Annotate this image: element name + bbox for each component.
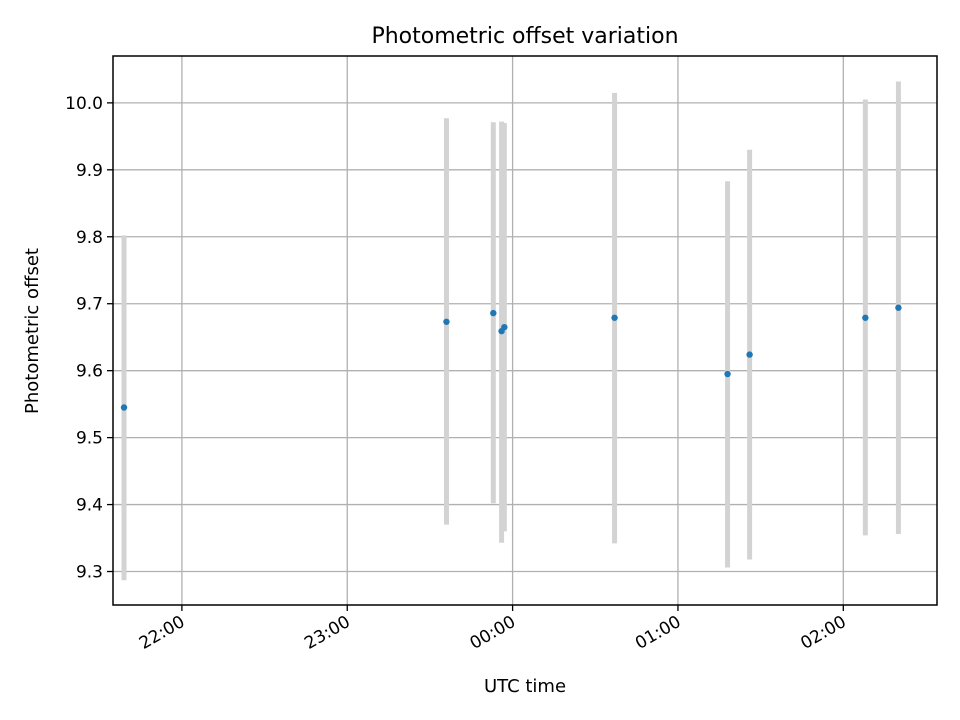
y-tick-label: 9.4 (76, 496, 103, 516)
data-point (895, 304, 902, 311)
data-point (120, 404, 128, 411)
data-point (724, 370, 731, 378)
chart-title: Photometric offset variation (371, 24, 678, 49)
y-axis-ticks: 9.3 9.4 9.5 9.6 9.7 9.8 9.9 10.0 (65, 94, 113, 583)
x-tick-label: 23:00 (301, 612, 353, 654)
data-point (490, 309, 497, 317)
x-tick-label: 00:00 (467, 612, 519, 654)
x-axis-label: UTC time (484, 676, 566, 697)
grid-layer (113, 56, 937, 605)
y-tick-label: 9.3 (76, 563, 103, 583)
y-tick-label: 9.6 (76, 362, 103, 382)
y-tick-label: 9.9 (76, 161, 103, 181)
point-layer (120, 304, 902, 411)
y-tick-label: 9.8 (76, 228, 103, 248)
error-bar-layer (121, 81, 901, 581)
data-point (862, 314, 869, 321)
data-point (746, 351, 753, 358)
x-tick-label: 02:00 (797, 612, 849, 654)
y-tick-label: 9.7 (76, 295, 103, 315)
x-tick-label: 22:00 (136, 612, 188, 654)
y-tick-label: 10.0 (65, 94, 103, 114)
data-point (501, 323, 508, 331)
data-point (443, 318, 450, 325)
x-axis-ticks: 22:00 23:00 00:00 01:00 02:00 (136, 605, 850, 654)
plot-frame (112, 55, 938, 606)
x-tick-label: 01:00 (632, 612, 684, 654)
data-point (611, 314, 618, 321)
y-tick-label: 9.5 (76, 429, 103, 449)
y-axis-label: Photometric offset (22, 248, 43, 414)
